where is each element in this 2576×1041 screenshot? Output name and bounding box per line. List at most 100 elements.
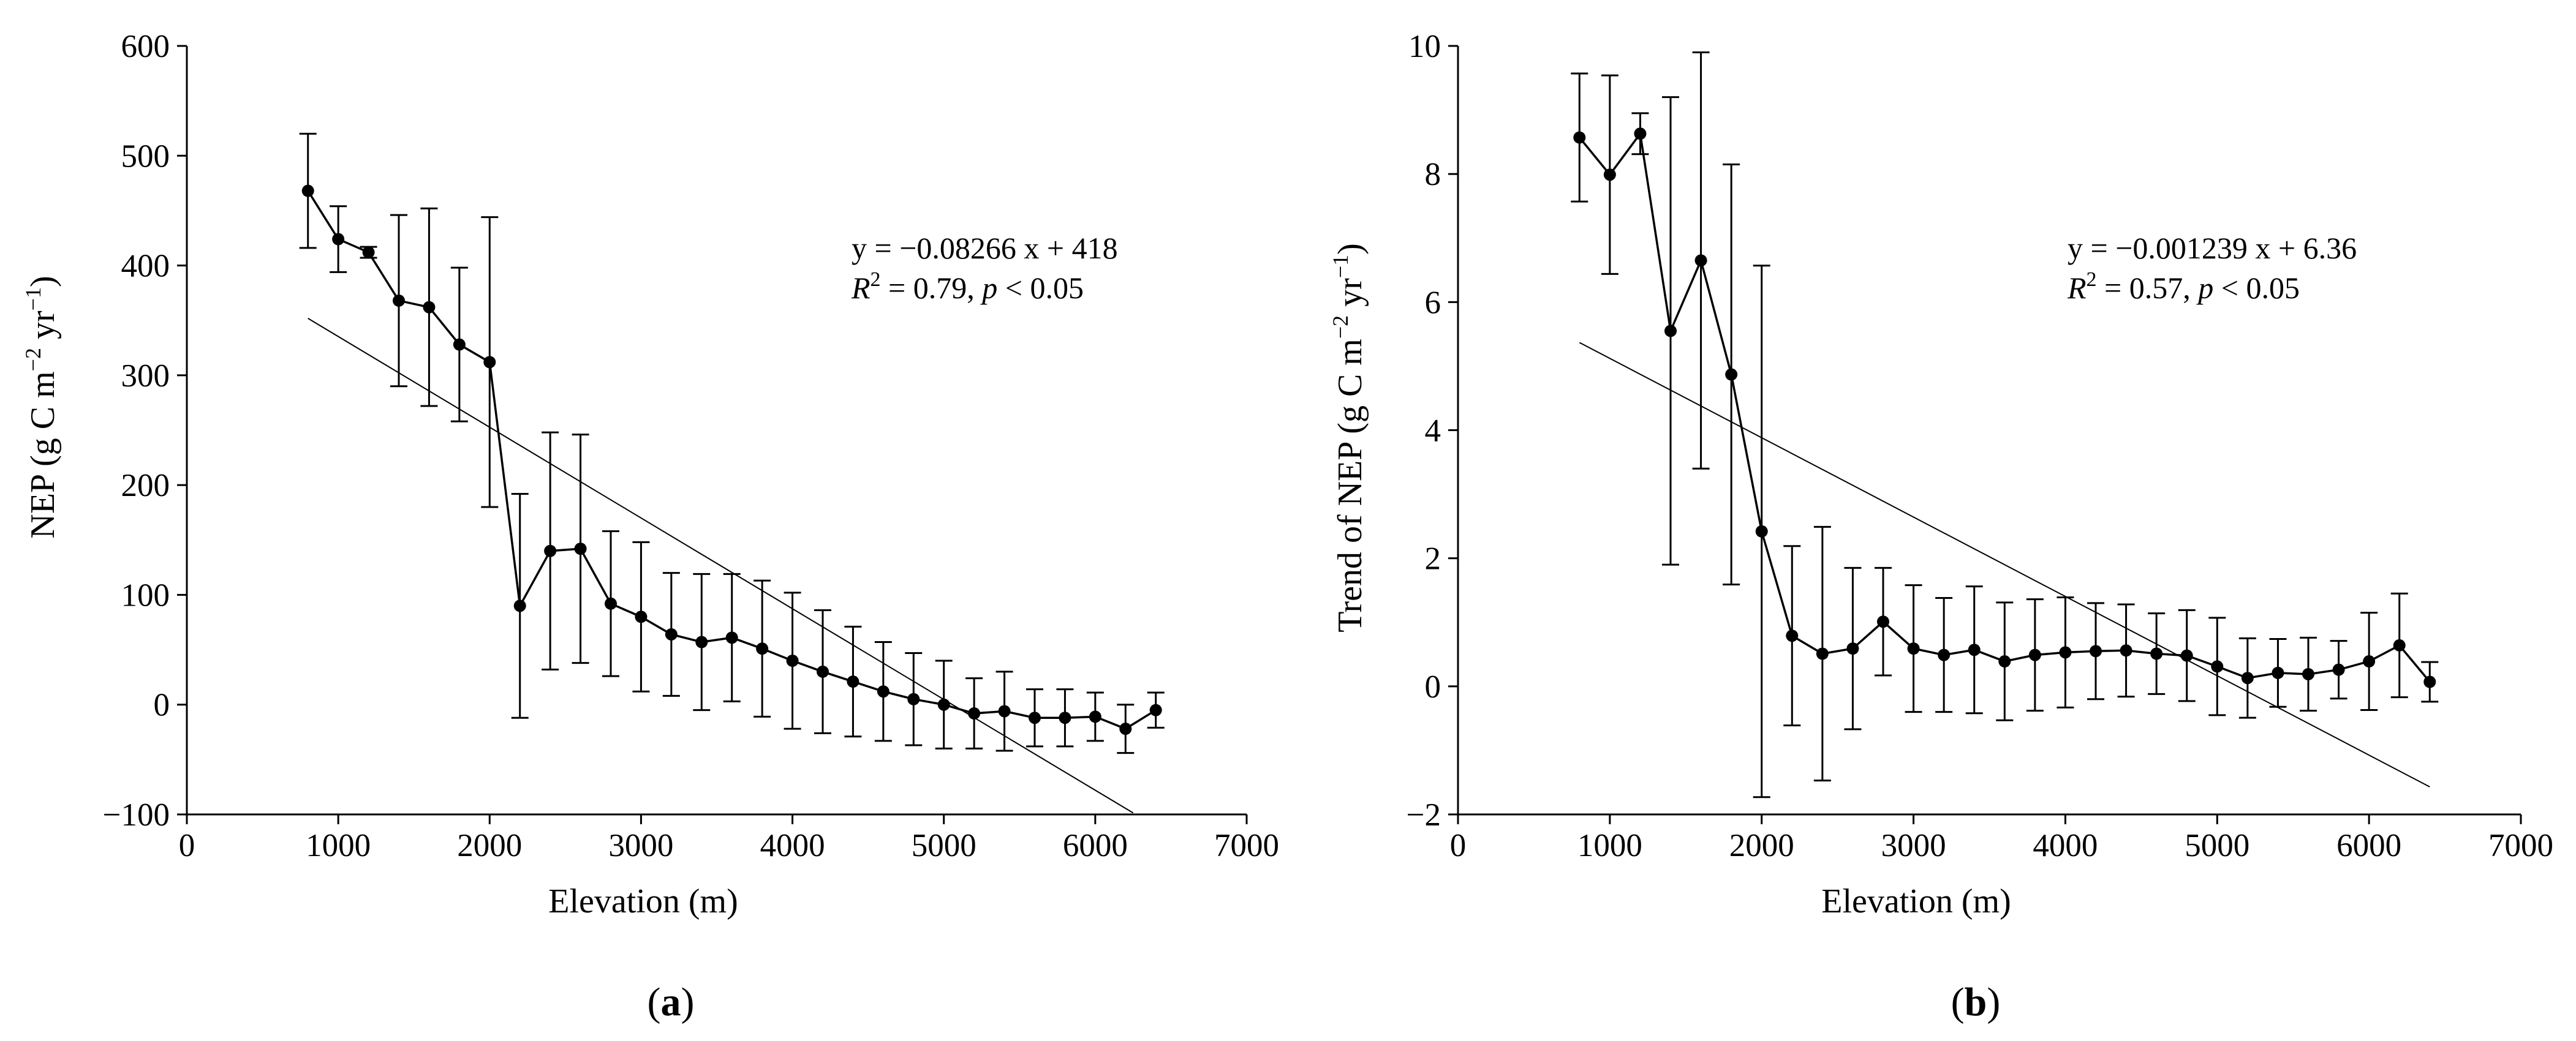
axes [177, 45, 1248, 824]
data-point [1573, 131, 1586, 144]
x-tick-label: 2000 [457, 828, 522, 863]
y-tick-label: 2 [1425, 541, 1441, 577]
y-tick-label: 100 [121, 577, 170, 613]
data-point [756, 642, 769, 655]
data-series [301, 184, 1162, 735]
x-tick-labels: 0 1000 2000 3000 4000 5000 6000 7000 [1450, 828, 2553, 863]
x-tick-label: 0 [179, 828, 195, 863]
data-point [877, 685, 890, 698]
data-point [1786, 629, 1799, 642]
data-point [332, 233, 345, 246]
regression-equation: y = −0.001239 x + 6.36 [2068, 231, 2357, 265]
data-point [1149, 704, 1162, 716]
data-point [1998, 655, 2011, 668]
x-tick-label: 5000 [2185, 828, 2249, 863]
data-point [544, 544, 557, 557]
x-tick-label: 3000 [608, 828, 673, 863]
data-point [937, 698, 950, 711]
y-tick-label: 0 [154, 688, 170, 723]
regression-fit [1579, 342, 2430, 787]
data-point [2332, 663, 2345, 676]
y-tick-label: 400 [121, 249, 170, 284]
data-point [2363, 655, 2376, 668]
panel-label-a: (a) [648, 980, 695, 1024]
data-point [453, 338, 466, 351]
data-point [513, 599, 526, 612]
series-line [1578, 130, 2431, 683]
regression-equation: y = −0.08266 x + 418 [852, 231, 1118, 265]
data-point [483, 356, 496, 369]
data-point [1089, 710, 1101, 723]
data-point [2028, 648, 2041, 661]
data-point [605, 597, 617, 610]
x-tick-label: 1000 [1577, 828, 1642, 863]
x-tick-label: 2000 [1729, 828, 1794, 863]
data-point [635, 611, 648, 623]
data-point [1725, 368, 1738, 381]
data-point [1877, 615, 1889, 628]
y-tick-label: 0 [1425, 669, 1441, 705]
data-point [1059, 712, 1071, 724]
y-tick-label: 10 [1408, 29, 1441, 64]
data-point [1938, 648, 1951, 661]
data-point [362, 246, 375, 259]
data-point [1968, 644, 1981, 656]
data-point [786, 655, 799, 667]
y-tick-label: −100 [103, 797, 170, 833]
data-point [2272, 666, 2284, 679]
data-point [2423, 675, 2436, 688]
data-point [2211, 660, 2224, 673]
data-point [665, 628, 678, 641]
x-tick-label: 3000 [1881, 828, 1946, 863]
x-axis-title: Elevation (m) [1821, 882, 2011, 920]
x-tick-label: 0 [1450, 828, 1467, 863]
data-point [423, 301, 436, 314]
x-axis-title: Elevation (m) [548, 882, 738, 920]
y-tick-label: 200 [121, 468, 170, 503]
data-point [2180, 649, 2193, 662]
x-tick-label: 6000 [1063, 828, 1128, 863]
data-point [2059, 646, 2072, 659]
data-point [301, 184, 314, 197]
data-point [2090, 645, 2102, 658]
data-point [393, 294, 405, 307]
y-tick-label: 600 [121, 29, 170, 64]
y-axis-title: NEP (g C m−2 yr−1) [21, 276, 62, 538]
fit-line [308, 318, 1134, 814]
data-point [1634, 127, 1647, 140]
data-point [2302, 667, 2314, 680]
data-point [574, 543, 587, 555]
y-axis-title: Trend of NEP (g C m−2 yr−1) [1328, 243, 1369, 633]
data-point [2393, 639, 2406, 652]
data-point [817, 665, 829, 678]
data-point [998, 705, 1011, 718]
x-tick-labels: 0 1000 2000 3000 4000 5000 6000 7000 [179, 828, 1279, 863]
data-point [968, 707, 981, 720]
x-tick-label: 4000 [2033, 828, 2098, 863]
panel-label-b: (b) [1951, 980, 2001, 1024]
y-tick-label: 300 [121, 358, 170, 394]
y-tick-labels: −2 0 2 4 6 8 10 [1407, 29, 1441, 833]
data-point [1755, 525, 1768, 538]
x-tick-label: 7000 [1214, 828, 1279, 863]
error-bars [1571, 51, 2439, 799]
data-point [1603, 168, 1616, 181]
x-tick-label: 5000 [912, 828, 976, 863]
data-point [1694, 254, 1707, 267]
error-bars [299, 132, 1165, 754]
data-point [2241, 672, 2254, 685]
y-tick-label: 8 [1425, 157, 1441, 192]
data-point [695, 636, 708, 648]
y-tick-label: −2 [1407, 797, 1441, 833]
x-tick-label: 6000 [2336, 828, 2401, 863]
data-point [1664, 325, 1677, 337]
chart-panel-b: 0 1000 2000 3000 4000 5000 6000 7000 −20246810 … [1328, 29, 2553, 1024]
data-point [907, 693, 920, 705]
data-series [1573, 127, 2436, 688]
data-point [2150, 647, 2163, 660]
y-tick-label: 500 [121, 138, 170, 174]
y-tick-label: 4 [1425, 413, 1441, 449]
y-tick-label: 6 [1425, 285, 1441, 320]
axes [1448, 45, 2522, 824]
